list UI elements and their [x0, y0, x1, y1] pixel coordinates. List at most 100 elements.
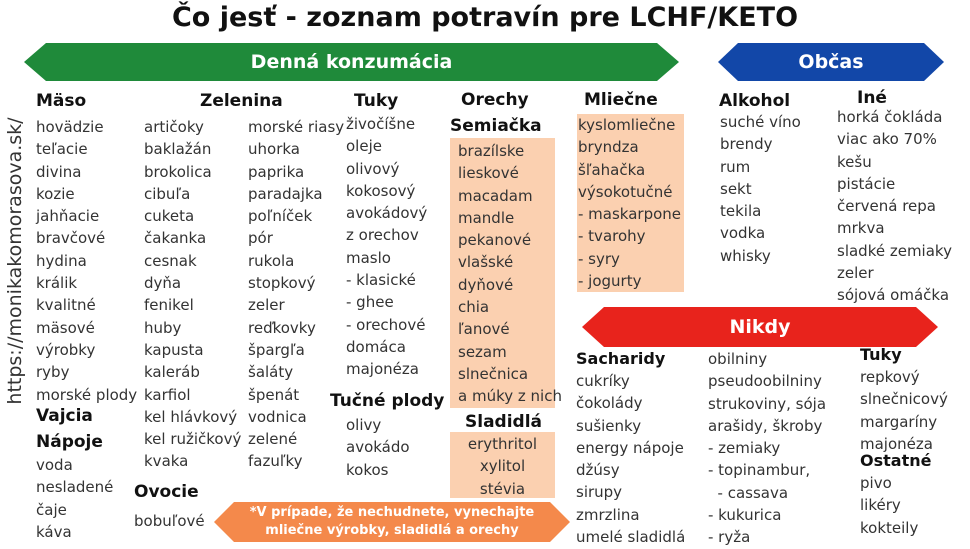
banner-sometimes-arrow: [718, 43, 944, 81]
list-item: pistácie: [837, 174, 896, 193]
list-item: xylitol: [479, 457, 526, 476]
list-item: zeler: [837, 264, 874, 283]
list-item: domáca: [346, 337, 406, 356]
list-item: tekila: [720, 202, 762, 221]
list-item: - kukurica: [708, 506, 782, 525]
list-item: výrobky: [36, 340, 96, 359]
list-item: fenikel: [144, 296, 194, 315]
list-item: bravčové: [36, 229, 106, 248]
website-url: https://monikakomorasova.sk/: [4, 117, 26, 405]
list-item: bryndza: [578, 138, 639, 157]
list-item: zmrzlina: [576, 505, 640, 524]
zelenina-list-1: artičoky baklažán brokolica cibuľa cuket…: [144, 116, 241, 473]
list-item: karfiol: [144, 385, 191, 404]
list-item: zeler: [248, 296, 285, 315]
list-item: cesnak: [144, 251, 197, 270]
list-item: - topinambur,: [708, 461, 811, 480]
list-item: dyňa: [144, 274, 182, 293]
list-item: sekt: [720, 179, 752, 198]
list-item: stopkový: [248, 274, 316, 293]
list-item: whisky: [720, 246, 771, 265]
ine-list: horká čokláda viac ako 70% kešu pistácie…: [837, 106, 952, 307]
list-item: baklažán: [144, 140, 212, 159]
list-item: brazílske: [458, 142, 525, 160]
list-item: výsokotučné: [578, 182, 673, 201]
list-item: mäsové: [36, 318, 95, 337]
ine-heading: Iné: [857, 88, 887, 108]
alkohol-list: suché víno brendy rum sekt tekila vodka …: [720, 111, 801, 267]
list-item: voda: [36, 456, 73, 474]
list-item: džúsy: [576, 461, 620, 480]
list-item: zelené: [248, 430, 298, 449]
orechy-highlight: [450, 138, 555, 408]
list-item: šľahačka: [578, 160, 646, 179]
list-item: umelé sladidlá: [576, 528, 686, 547]
list-item: sirupy: [576, 483, 623, 502]
list-item: a múky z nich: [458, 387, 562, 406]
list-item: olivy: [346, 416, 382, 434]
list-item: macadam: [458, 186, 533, 205]
banner-sometimes: Občas: [718, 43, 944, 81]
list-item: pekanové: [458, 231, 532, 250]
list-item: pivo: [860, 474, 892, 492]
list-item: kokosový: [346, 181, 416, 200]
note-line-2: mliečne výrobky, sladidlá a orechy: [265, 523, 519, 538]
list-item: - cassava: [708, 483, 789, 502]
note-arrow: [214, 502, 570, 542]
napoje-list: voda nesladené čaje káva: [36, 454, 113, 543]
sladidla-heading: Sladidlá: [465, 412, 543, 432]
orechy-heading: Orechy: [461, 90, 529, 110]
list-item: oleje: [346, 137, 382, 156]
list-item: obilniny: [708, 350, 768, 368]
list-item: ryby: [36, 363, 70, 382]
list-item: mandle: [458, 208, 515, 227]
sladidla-list: erythritol xylitol stévia: [450, 433, 555, 500]
list-item: avokádo: [346, 438, 410, 457]
list-item: erythritol: [467, 435, 538, 453]
banner-never-label: Nikdy: [729, 316, 791, 338]
list-item: lieskové: [458, 164, 519, 183]
list-item: kyslomliečne: [578, 116, 676, 134]
zelenina-heading: Zelenina: [200, 91, 283, 111]
list-item: maslo: [346, 248, 391, 267]
list-item: jahňacie: [36, 207, 100, 226]
sladidla-highlight: [450, 432, 555, 498]
list-item: kozie: [36, 184, 75, 203]
list-item: - zemiaky: [708, 439, 781, 458]
list-item: kaleráb: [144, 363, 200, 382]
list-item: mrkva: [837, 219, 885, 238]
list-item: poľníček: [248, 207, 313, 226]
sacharidy-heading: Sacharidy: [576, 349, 666, 368]
list-item: sójová omáčka: [837, 286, 950, 305]
list-item: morské riasy: [248, 118, 345, 136]
banner-never: Nikdy: [582, 307, 938, 347]
list-item: - ghee: [346, 293, 394, 312]
list-item: cibuľa: [144, 184, 191, 203]
list-item: kokos: [346, 460, 389, 479]
list-item: - syry: [578, 249, 620, 268]
list-item: huby: [144, 318, 182, 337]
list-item: vlašské: [458, 253, 514, 272]
list-item: slnečnica: [458, 364, 529, 383]
list-item: sezam: [458, 342, 507, 361]
list-item: z orechov: [346, 226, 419, 245]
ostatne-heading: Ostatné: [860, 451, 932, 470]
list-item: kel ružičkový: [144, 430, 242, 449]
list-item: paradajka: [248, 184, 323, 203]
list-item: strukoviny, sója: [708, 394, 827, 413]
list-item: bobuľové: [134, 512, 205, 530]
list-item: živočíšne: [346, 115, 416, 133]
list-item: kapusta: [144, 340, 204, 359]
list-item: kešu: [837, 152, 872, 171]
list-item: morské plody: [36, 385, 138, 404]
ovocie-list: bobuľové: [134, 510, 205, 532]
page-title: Čo jesť - zoznam potravín pre LCHF/KETO: [171, 2, 799, 33]
list-item: - tvarohy: [578, 227, 646, 246]
nikdy-tuky-heading: Tuky: [860, 345, 902, 364]
list-item: kel hlávkový: [144, 407, 238, 426]
list-item: stévia: [479, 479, 526, 498]
list-item: červená repa: [837, 197, 936, 216]
list-item: rum: [720, 157, 751, 176]
list-item: viac ako 70%: [837, 130, 937, 149]
list-item: reďkovky: [248, 318, 316, 337]
